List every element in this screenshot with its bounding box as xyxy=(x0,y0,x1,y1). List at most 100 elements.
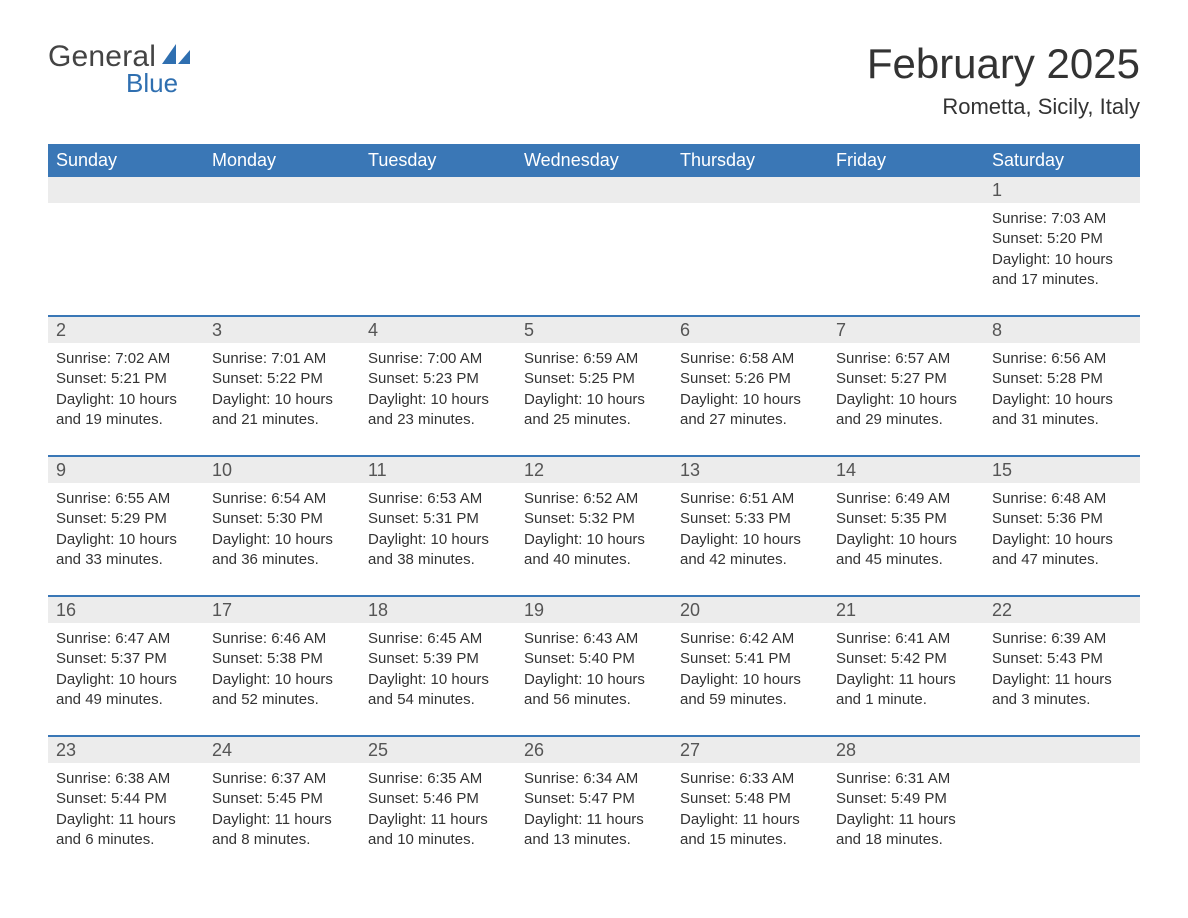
day-sunrise: Sunrise: 7:02 AM xyxy=(56,349,196,369)
day-sunrise: Sunrise: 6:34 AM xyxy=(524,769,664,789)
day-sunset: Sunset: 5:49 PM xyxy=(836,789,976,809)
day-day2: and 8 minutes. xyxy=(212,830,352,850)
day-day2: and 13 minutes. xyxy=(524,830,664,850)
day-day1: Daylight: 11 hours xyxy=(836,810,976,830)
day-sunrise: Sunrise: 6:49 AM xyxy=(836,489,976,509)
day-number: 25 xyxy=(360,737,516,763)
day-day1: Daylight: 10 hours xyxy=(368,390,508,410)
day-day1: Daylight: 11 hours xyxy=(836,670,976,690)
day-cell: Sunrise: 6:31 AMSunset: 5:49 PMDaylight:… xyxy=(828,763,984,861)
day-day2: and 21 minutes. xyxy=(212,410,352,430)
day-day1: Daylight: 10 hours xyxy=(680,390,820,410)
day-sunset: Sunset: 5:43 PM xyxy=(992,649,1132,669)
day-sunrise: Sunrise: 6:45 AM xyxy=(368,629,508,649)
day-number: 24 xyxy=(204,737,360,763)
day-cell: Sunrise: 6:47 AMSunset: 5:37 PMDaylight:… xyxy=(48,623,204,721)
day-cell: Sunrise: 6:33 AMSunset: 5:48 PMDaylight:… xyxy=(672,763,828,861)
weekday-monday: Monday xyxy=(204,144,360,177)
day-cell: Sunrise: 6:41 AMSunset: 5:42 PMDaylight:… xyxy=(828,623,984,721)
day-day1: Daylight: 10 hours xyxy=(992,390,1132,410)
day-sunset: Sunset: 5:25 PM xyxy=(524,369,664,389)
day-sunset: Sunset: 5:29 PM xyxy=(56,509,196,529)
day-day1: Daylight: 10 hours xyxy=(836,530,976,550)
day-number: 22 xyxy=(984,597,1140,623)
title-block: February 2025 Rometta, Sicily, Italy xyxy=(867,40,1140,120)
day-cell: Sunrise: 7:01 AMSunset: 5:22 PMDaylight:… xyxy=(204,343,360,441)
weekday-tuesday: Tuesday xyxy=(360,144,516,177)
day-sunset: Sunset: 5:42 PM xyxy=(836,649,976,669)
day-day2: and 3 minutes. xyxy=(992,690,1132,710)
day-sunset: Sunset: 5:31 PM xyxy=(368,509,508,529)
week-row: 2345678Sunrise: 7:02 AMSunset: 5:21 PMDa… xyxy=(48,315,1140,441)
day-day2: and 15 minutes. xyxy=(680,830,820,850)
day-number: 16 xyxy=(48,597,204,623)
week-row: 9101112131415Sunrise: 6:55 AMSunset: 5:2… xyxy=(48,455,1140,581)
weekday-saturday: Saturday xyxy=(984,144,1140,177)
day-number: 10 xyxy=(204,457,360,483)
day-cell: Sunrise: 6:42 AMSunset: 5:41 PMDaylight:… xyxy=(672,623,828,721)
day-sunset: Sunset: 5:48 PM xyxy=(680,789,820,809)
daynum-row: 1 xyxy=(48,177,1140,203)
day-cell-empty xyxy=(204,203,360,301)
day-day2: and 59 minutes. xyxy=(680,690,820,710)
day-number: 4 xyxy=(360,317,516,343)
day-day2: and 40 minutes. xyxy=(524,550,664,570)
day-number: 9 xyxy=(48,457,204,483)
day-cell-empty xyxy=(360,203,516,301)
day-sunset: Sunset: 5:20 PM xyxy=(992,229,1132,249)
day-cell: Sunrise: 6:45 AMSunset: 5:39 PMDaylight:… xyxy=(360,623,516,721)
day-cell: Sunrise: 6:53 AMSunset: 5:31 PMDaylight:… xyxy=(360,483,516,581)
logo-blue-text: Blue xyxy=(126,68,178,99)
day-cell: Sunrise: 6:58 AMSunset: 5:26 PMDaylight:… xyxy=(672,343,828,441)
day-sunset: Sunset: 5:21 PM xyxy=(56,369,196,389)
weekday-wednesday: Wednesday xyxy=(516,144,672,177)
day-day1: Daylight: 10 hours xyxy=(992,250,1132,270)
day-sunrise: Sunrise: 6:48 AM xyxy=(992,489,1132,509)
day-number: 18 xyxy=(360,597,516,623)
day-number: 15 xyxy=(984,457,1140,483)
day-sunrise: Sunrise: 6:33 AM xyxy=(680,769,820,789)
day-sunset: Sunset: 5:41 PM xyxy=(680,649,820,669)
day-cell-empty xyxy=(48,203,204,301)
day-sunset: Sunset: 5:37 PM xyxy=(56,649,196,669)
day-day1: Daylight: 10 hours xyxy=(680,530,820,550)
day-day1: Daylight: 11 hours xyxy=(992,670,1132,690)
day-day2: and 6 minutes. xyxy=(56,830,196,850)
day-sunset: Sunset: 5:28 PM xyxy=(992,369,1132,389)
day-number: 11 xyxy=(360,457,516,483)
day-day2: and 45 minutes. xyxy=(836,550,976,570)
day-sunset: Sunset: 5:40 PM xyxy=(524,649,664,669)
day-cell: Sunrise: 6:38 AMSunset: 5:44 PMDaylight:… xyxy=(48,763,204,861)
day-day1: Daylight: 10 hours xyxy=(680,670,820,690)
day-day2: and 47 minutes. xyxy=(992,550,1132,570)
day-day1: Daylight: 10 hours xyxy=(524,390,664,410)
day-day1: Daylight: 11 hours xyxy=(680,810,820,830)
day-number: 5 xyxy=(516,317,672,343)
day-sunset: Sunset: 5:39 PM xyxy=(368,649,508,669)
day-day2: and 29 minutes. xyxy=(836,410,976,430)
day-sunset: Sunset: 5:27 PM xyxy=(836,369,976,389)
day-sunset: Sunset: 5:38 PM xyxy=(212,649,352,669)
day-cell: Sunrise: 6:56 AMSunset: 5:28 PMDaylight:… xyxy=(984,343,1140,441)
day-day1: Daylight: 10 hours xyxy=(212,530,352,550)
day-cell: Sunrise: 6:49 AMSunset: 5:35 PMDaylight:… xyxy=(828,483,984,581)
day-number xyxy=(516,177,672,203)
week-row: 1Sunrise: 7:03 AMSunset: 5:20 PMDaylight… xyxy=(48,177,1140,301)
day-sunset: Sunset: 5:45 PM xyxy=(212,789,352,809)
weekday-sunday: Sunday xyxy=(48,144,204,177)
day-day1: Daylight: 10 hours xyxy=(368,670,508,690)
daynum-row: 9101112131415 xyxy=(48,457,1140,483)
day-day2: and 23 minutes. xyxy=(368,410,508,430)
day-sunrise: Sunrise: 6:31 AM xyxy=(836,769,976,789)
day-day2: and 52 minutes. xyxy=(212,690,352,710)
day-day2: and 31 minutes. xyxy=(992,410,1132,430)
day-sunrise: Sunrise: 6:39 AM xyxy=(992,629,1132,649)
day-sunrise: Sunrise: 6:59 AM xyxy=(524,349,664,369)
day-number xyxy=(828,177,984,203)
day-day2: and 17 minutes. xyxy=(992,270,1132,290)
day-sunrise: Sunrise: 7:01 AM xyxy=(212,349,352,369)
day-number xyxy=(672,177,828,203)
day-day2: and 54 minutes. xyxy=(368,690,508,710)
day-day1: Daylight: 10 hours xyxy=(56,530,196,550)
day-sunrise: Sunrise: 6:51 AM xyxy=(680,489,820,509)
